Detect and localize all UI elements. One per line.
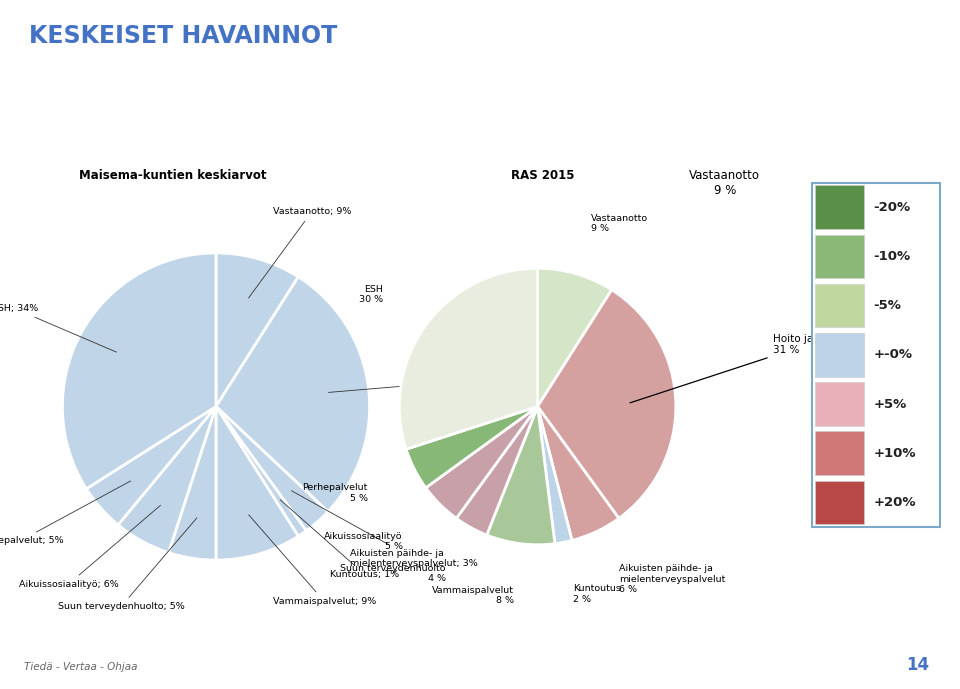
- Text: Suun terveydenhuolto
4 %: Suun terveydenhuolto 4 %: [340, 564, 445, 584]
- Bar: [815, 284, 864, 327]
- Text: Aikuisten päihde- ja
mielenterveyspalvelut
6 %: Aikuisten päihde- ja mielenterveyspalvel…: [619, 564, 725, 594]
- Text: +20%: +20%: [874, 496, 916, 509]
- Wedge shape: [216, 277, 370, 512]
- Text: RAS 2015: RAS 2015: [511, 169, 574, 182]
- Text: Aikuissosiaalityö
5 %: Aikuissosiaalityö 5 %: [324, 532, 402, 551]
- Wedge shape: [538, 407, 572, 544]
- Wedge shape: [169, 407, 216, 560]
- Bar: [815, 333, 864, 377]
- Text: KESKEISET HAVAINNOT: KESKEISET HAVAINNOT: [29, 24, 337, 48]
- Text: Hoito ja hoiva; 28%: Hoito ja hoiva; 28%: [328, 377, 510, 393]
- Text: Perhepalvelut; 5%: Perhepalvelut; 5%: [0, 481, 131, 545]
- Wedge shape: [538, 407, 619, 540]
- Wedge shape: [216, 407, 306, 536]
- Text: Aikuisten päihde- ja
mielenterveyspalvelut; 3%: Aikuisten päihde- ja mielenterveyspalvel…: [292, 491, 478, 568]
- Text: Vastaanotto
9 %: Vastaanotto 9 %: [689, 169, 760, 197]
- Wedge shape: [216, 253, 299, 407]
- Wedge shape: [487, 407, 555, 545]
- Text: Hoito ja hoiva
31 %: Hoito ja hoiva 31 %: [630, 333, 845, 403]
- Text: 14: 14: [906, 656, 929, 674]
- Text: Tiedä - Vertaa - Ohjaa: Tiedä - Vertaa - Ohjaa: [24, 661, 137, 672]
- Text: ESH; 34%: ESH; 34%: [0, 305, 116, 352]
- Text: KUSTANNUSTEN ERO SUHTEESSA MAISEMAKESKIARVOON: KUSTANNUSTEN ERO SUHTEESSA MAISEMAKESKIA…: [296, 132, 664, 143]
- Wedge shape: [62, 253, 216, 489]
- Bar: [815, 481, 864, 524]
- Text: Maisema-kuntien keskiarvot: Maisema-kuntien keskiarvot: [79, 169, 267, 182]
- Text: Kuntoutus
2 %: Kuntoutus 2 %: [573, 584, 621, 604]
- Text: -10%: -10%: [874, 250, 910, 263]
- Wedge shape: [538, 290, 676, 518]
- Bar: [815, 234, 864, 278]
- Text: +-0%: +-0%: [874, 349, 912, 361]
- Bar: [815, 431, 864, 475]
- Text: Suun terveydenhuolto; 5%: Suun terveydenhuolto; 5%: [58, 518, 197, 611]
- Wedge shape: [538, 268, 612, 407]
- Wedge shape: [216, 407, 299, 560]
- Wedge shape: [399, 268, 538, 449]
- Text: ESH
30 %: ESH 30 %: [359, 285, 383, 304]
- Text: Aikuissosiaalityö; 6%: Aikuissosiaalityö; 6%: [18, 505, 160, 588]
- Text: Vastaanotto
9 %: Vastaanotto 9 %: [590, 214, 648, 233]
- Wedge shape: [216, 407, 328, 531]
- Text: -20%: -20%: [874, 200, 910, 214]
- Text: Vammaispalvelut
8 %: Vammaispalvelut 8 %: [432, 586, 514, 606]
- Wedge shape: [456, 407, 538, 535]
- Wedge shape: [426, 407, 538, 518]
- Text: -5%: -5%: [874, 299, 901, 312]
- Wedge shape: [118, 407, 216, 553]
- Text: +10%: +10%: [874, 446, 916, 460]
- Bar: [815, 382, 864, 426]
- Text: Perhepalvelut
5 %: Perhepalvelut 5 %: [302, 484, 368, 503]
- Text: +5%: +5%: [874, 398, 906, 411]
- Wedge shape: [406, 407, 538, 488]
- Text: KOKONAISKUSTANNUSTEN JAKAUTUMINEN TUOTERYHMITTÄIN JA ASUKASKOHTAISTEN: KOKONAISKUSTANNUSTEN JAKAUTUMINEN TUOTER…: [204, 97, 756, 110]
- Text: Vastaanotto; 9%: Vastaanotto; 9%: [249, 207, 351, 298]
- Wedge shape: [86, 407, 216, 525]
- Bar: [815, 185, 864, 229]
- Text: Kuntoutus; 1%: Kuntoutus; 1%: [280, 500, 399, 579]
- Text: Vammaispalvelut; 9%: Vammaispalvelut; 9%: [249, 515, 375, 606]
